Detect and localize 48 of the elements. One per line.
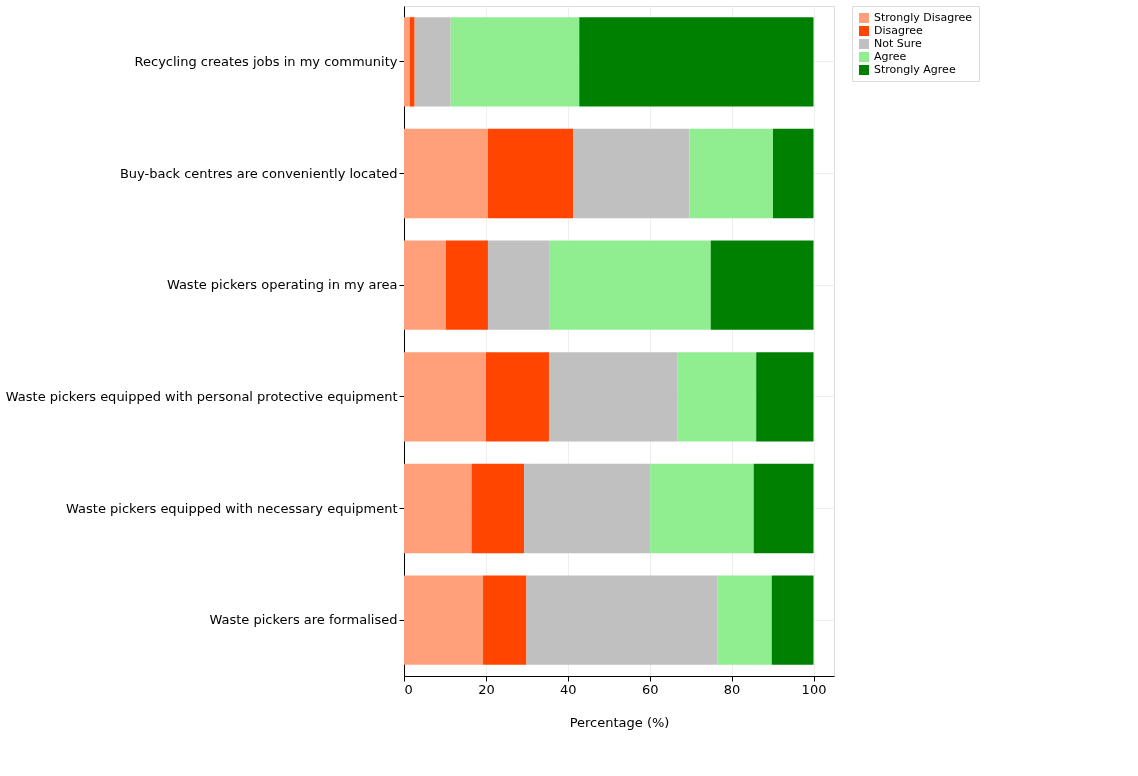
bar [445,240,488,330]
bar [717,575,772,665]
y-tick-label: Waste pickers equipped with necessary equipment [66,500,398,516]
bar [710,240,814,330]
bar [677,352,757,442]
bar [523,463,651,554]
bar [485,352,549,442]
bar [483,575,527,665]
bar [450,17,580,107]
bar [526,575,718,665]
bar [772,128,814,219]
bar [573,128,690,219]
legend-label: Disagree [874,24,924,37]
legend-label: Agree [874,50,907,63]
bar [753,463,814,554]
legend-label: Strongly Disagree [874,11,973,24]
bar [756,352,814,442]
y-tick-label: Recycling creates jobs in my community [134,53,398,69]
x-tick-label: 40 [560,681,577,697]
bar [404,128,488,219]
bar [409,17,415,107]
bar [404,240,446,330]
bar [548,352,678,442]
x-tick-label: 80 [723,681,741,697]
y-tick-label: Waste pickers operating in my area [166,277,398,293]
legend-label: Strongly Agree [874,63,956,76]
y-tick-label: Buy-back centres are conveniently located [119,165,398,181]
bar [404,575,484,665]
bar [414,17,451,107]
bar [771,575,814,665]
x-tick-label: 0 [404,681,413,697]
bar [404,352,486,442]
x-tick-label: 20 [478,681,495,697]
y-tick-label: Waste pickers are formalised [209,612,398,628]
bar [549,240,711,330]
legend-label: Not Sure [874,37,922,50]
bar [404,463,472,554]
x-tick-label: 100 [801,681,827,697]
bar [487,240,550,330]
bar [650,463,754,554]
x-axis-title: Percentage (%) [569,714,670,730]
bar [689,128,773,219]
bar [471,463,524,554]
bar [579,17,814,107]
x-tick-label: 60 [641,681,659,697]
y-tick-label: Waste pickers equipped with personal protective equipment [5,388,398,404]
bar [487,128,574,219]
bar [404,17,410,107]
